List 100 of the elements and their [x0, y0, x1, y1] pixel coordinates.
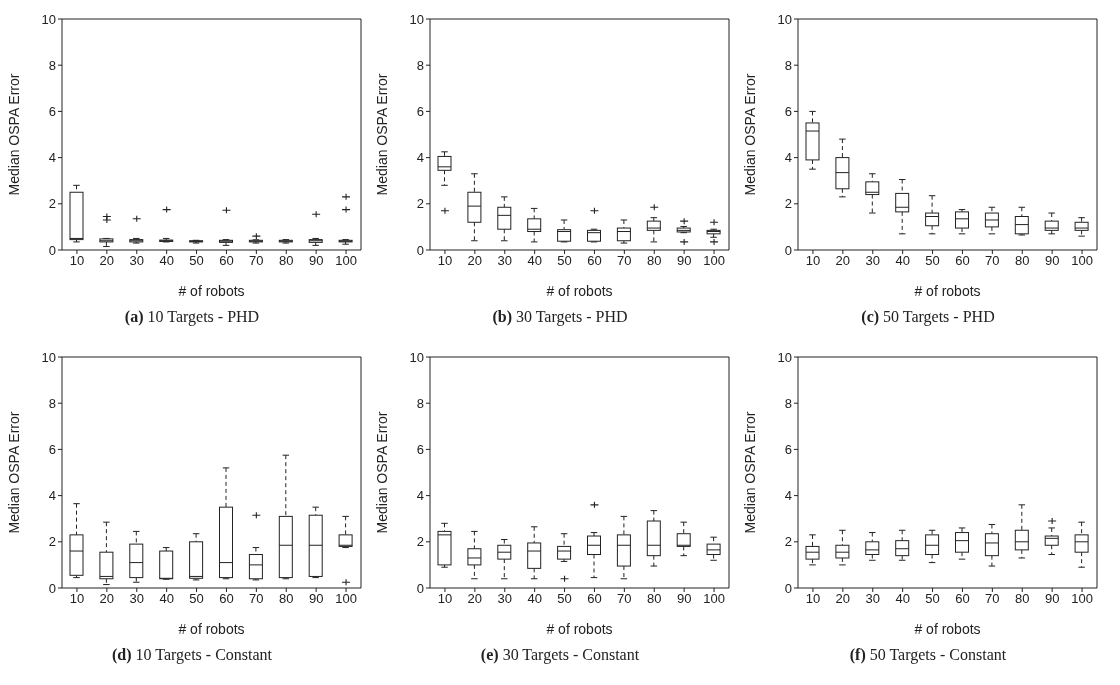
x-tick-label: 20: [99, 591, 115, 607]
x-tick-label: 30: [497, 591, 512, 607]
y-tick-label: 0: [416, 580, 424, 596]
x-tick-label: 30: [129, 253, 144, 269]
x-tick-label: 40: [159, 253, 174, 269]
x-tick-label: 70: [249, 253, 264, 269]
text: (e) 30 Targets - Constant: [480, 646, 640, 664]
y-tick-label: 4: [784, 150, 792, 166]
y-tick-label: 2: [48, 196, 56, 212]
x-tick-label: 80: [279, 591, 294, 607]
y-tick-label: 6: [416, 104, 424, 120]
x-tick-label: 80: [647, 591, 662, 607]
x-tick-label: 10: [805, 253, 821, 269]
x-axis-title: # of robots: [178, 621, 245, 637]
x-tick-label: 70: [617, 253, 632, 269]
y-tick-label: 6: [48, 442, 56, 458]
text: (a) 10 Targets - PHD: [124, 308, 260, 326]
x-tick-label: 100: [703, 591, 725, 607]
y-tick-label: 6: [784, 442, 792, 458]
y-tick-label: 2: [416, 196, 424, 212]
x-tick-label: 10: [69, 591, 85, 607]
x-tick-label: 100: [703, 253, 725, 269]
x-tick-label: 60: [219, 591, 234, 607]
x-tick-label: 80: [647, 253, 662, 269]
x-tick-label: 10: [437, 253, 453, 269]
y-axis-title: Median OSPA Error: [741, 73, 758, 196]
x-tick-label: 60: [587, 253, 602, 269]
x-tick-label: 50: [557, 591, 572, 607]
x-tick-label: 80: [279, 253, 294, 269]
x-tick-label: 50: [925, 591, 940, 607]
x-tick-label: 20: [99, 253, 115, 269]
y-tick-label: 8: [416, 395, 424, 411]
y-tick-label: 10: [41, 11, 56, 27]
y-tick-label: 2: [48, 534, 56, 550]
y-tick-label: 8: [784, 395, 792, 411]
y-tick-label: 10: [41, 349, 56, 365]
x-tick-label: 20: [835, 591, 851, 607]
x-tick-label: 60: [219, 253, 234, 269]
y-axis-title: Median OSPA Error: [5, 411, 22, 534]
x-tick-label: 70: [617, 591, 632, 607]
x-tick-label: 40: [527, 591, 542, 607]
y-axis-title: Median OSPA Error: [373, 411, 390, 534]
x-tick-label: 100: [1071, 253, 1093, 269]
y-tick-label: 4: [784, 488, 792, 504]
text: (c) 50 Targets - PHD: [861, 308, 995, 326]
x-tick-label: 70: [985, 253, 1000, 269]
y-tick-label: 0: [784, 580, 792, 596]
y-tick-label: 10: [409, 11, 424, 27]
x-tick-label: 90: [308, 591, 324, 607]
x-tick-label: 80: [1015, 591, 1030, 607]
y-tick-label: 4: [48, 488, 56, 504]
x-tick-label: 80: [1015, 253, 1030, 269]
x-axis-title: # of robots: [914, 621, 981, 637]
x-tick-label: 70: [985, 591, 1000, 607]
y-tick-label: 4: [416, 150, 424, 166]
x-tick-label: 30: [865, 591, 880, 607]
y-tick-label: 2: [784, 534, 792, 550]
y-tick-label: 4: [416, 488, 424, 504]
x-tick-label: 60: [587, 591, 602, 607]
y-tick-label: 8: [48, 395, 56, 411]
x-tick-label: 10: [437, 591, 453, 607]
x-tick-label: 30: [129, 591, 144, 607]
x-tick-label: 40: [895, 253, 910, 269]
x-tick-label: 90: [676, 253, 692, 269]
x-tick-label: 10: [805, 591, 821, 607]
y-tick-label: 6: [48, 104, 56, 120]
y-tick-label: 10: [777, 11, 792, 27]
y-tick-label: 8: [48, 57, 56, 73]
y-axis-title: Median OSPA Error: [741, 411, 758, 534]
x-tick-label: 40: [159, 591, 174, 607]
y-tick-label: 2: [784, 196, 792, 212]
x-tick-label: 60: [955, 253, 970, 269]
y-tick-label: 8: [784, 57, 792, 73]
text: (d) 10 Targets - Constant: [111, 646, 273, 664]
x-axis-title: # of robots: [178, 283, 245, 299]
text: (b) 30 Targets - PHD: [492, 308, 628, 326]
x-tick-label: 60: [955, 591, 970, 607]
x-tick-label: 70: [249, 591, 264, 607]
x-axis-title: # of robots: [546, 283, 613, 299]
y-tick-label: 0: [784, 242, 792, 258]
x-tick-label: 40: [895, 591, 910, 607]
x-tick-label: 50: [557, 253, 572, 269]
y-tick-label: 0: [48, 242, 56, 258]
y-axis-title: Median OSPA Error: [5, 73, 22, 196]
x-tick-label: 50: [189, 591, 204, 607]
x-axis-title: # of robots: [914, 283, 981, 299]
x-tick-label: 30: [497, 253, 512, 269]
y-tick-label: 0: [416, 242, 424, 258]
y-tick-label: 6: [416, 442, 424, 458]
x-axis-title: # of robots: [546, 621, 613, 637]
x-tick-label: 90: [1044, 253, 1060, 269]
x-tick-label: 20: [467, 253, 483, 269]
x-tick-label: 100: [1071, 591, 1093, 607]
y-tick-label: 10: [777, 349, 792, 365]
y-tick-label: 2: [416, 534, 424, 550]
x-tick-label: 100: [335, 591, 357, 607]
y-tick-label: 8: [416, 57, 424, 73]
x-tick-label: 50: [925, 253, 940, 269]
x-tick-label: 10: [69, 253, 85, 269]
x-tick-label: 90: [676, 591, 692, 607]
